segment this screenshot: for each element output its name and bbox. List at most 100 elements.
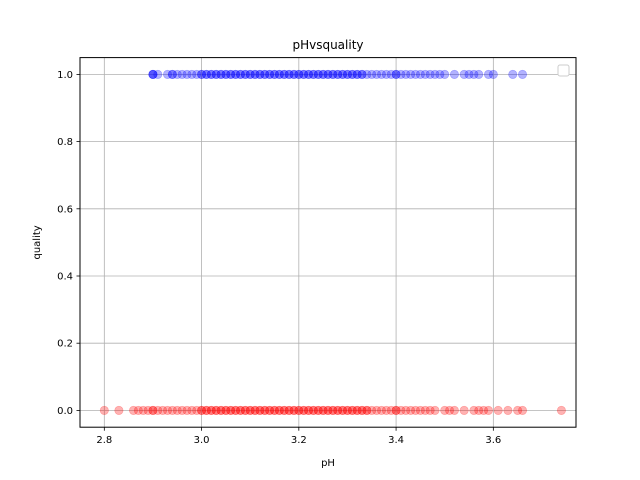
data-point bbox=[367, 69, 377, 79]
data-point bbox=[279, 69, 289, 79]
data-point bbox=[250, 69, 260, 79]
data-point bbox=[294, 69, 304, 79]
data-point bbox=[396, 405, 406, 415]
data-point bbox=[143, 405, 153, 415]
data-point bbox=[197, 69, 207, 79]
data-point bbox=[342, 405, 352, 415]
data-point bbox=[381, 69, 391, 79]
data-point bbox=[240, 69, 250, 79]
data-point bbox=[148, 405, 158, 415]
data-point bbox=[474, 405, 484, 415]
data-point bbox=[231, 69, 241, 79]
data-point bbox=[211, 69, 221, 79]
data-point bbox=[328, 69, 338, 79]
axis-ticks: 2.8 3.0 3.2 3.4 3.6 0.0 0.2 0.4 0.6 0.8 1.0 bbox=[57, 70, 501, 446]
data-point bbox=[148, 69, 158, 79]
data-point bbox=[221, 69, 231, 79]
data-point bbox=[357, 405, 367, 415]
data-point bbox=[391, 69, 401, 79]
data-point bbox=[304, 69, 314, 79]
data-point bbox=[308, 69, 318, 79]
data-point bbox=[192, 69, 202, 79]
data-point bbox=[338, 405, 348, 415]
data-point bbox=[474, 69, 484, 79]
data-point bbox=[313, 405, 323, 415]
data-point bbox=[231, 405, 241, 415]
x-tick-label: 3.6 bbox=[485, 435, 501, 446]
data-point bbox=[240, 69, 250, 79]
data-point bbox=[488, 69, 498, 79]
data-point bbox=[493, 405, 503, 415]
data-point bbox=[216, 405, 226, 415]
data-point bbox=[333, 405, 343, 415]
data-point bbox=[167, 69, 177, 79]
data-point bbox=[313, 405, 323, 415]
data-point bbox=[376, 405, 386, 415]
data-point bbox=[445, 405, 455, 415]
data-point bbox=[362, 405, 372, 415]
data-point bbox=[284, 405, 294, 415]
data-point bbox=[396, 69, 406, 79]
data-point bbox=[279, 69, 289, 79]
data-point bbox=[362, 405, 372, 415]
data-point bbox=[250, 405, 260, 415]
data-point bbox=[187, 405, 197, 415]
data-point bbox=[289, 69, 299, 79]
data-point bbox=[192, 405, 202, 415]
data-points bbox=[99, 69, 566, 415]
data-point bbox=[163, 69, 173, 79]
data-point bbox=[274, 69, 284, 79]
data-point bbox=[338, 69, 348, 79]
data-point bbox=[265, 405, 275, 415]
data-point bbox=[284, 69, 294, 79]
data-point bbox=[362, 69, 372, 79]
data-point bbox=[440, 405, 450, 415]
data-point bbox=[197, 405, 207, 415]
data-point bbox=[255, 405, 265, 415]
data-point bbox=[177, 69, 187, 79]
data-point bbox=[386, 69, 396, 79]
data-point bbox=[240, 405, 250, 415]
data-point bbox=[308, 405, 318, 415]
data-point bbox=[386, 405, 396, 415]
data-point bbox=[508, 69, 518, 79]
data-point bbox=[401, 69, 411, 79]
data-point bbox=[556, 405, 566, 415]
data-point bbox=[294, 69, 304, 79]
data-point bbox=[158, 405, 168, 415]
data-point bbox=[483, 405, 493, 415]
data-point bbox=[318, 69, 328, 79]
data-point bbox=[279, 405, 289, 415]
data-point bbox=[148, 69, 158, 79]
data-point bbox=[313, 69, 323, 79]
data-point bbox=[201, 405, 211, 415]
data-point bbox=[206, 69, 216, 79]
data-point bbox=[304, 405, 314, 415]
data-point bbox=[352, 69, 362, 79]
data-point bbox=[518, 69, 528, 79]
y-tick-label: 0.2 bbox=[57, 339, 73, 350]
data-point bbox=[308, 405, 318, 415]
data-point bbox=[216, 69, 226, 79]
data-point bbox=[153, 69, 163, 79]
data-point bbox=[328, 69, 338, 79]
data-point bbox=[449, 69, 459, 79]
chart-title: pHvsquality bbox=[292, 38, 363, 52]
data-point bbox=[318, 405, 328, 415]
data-point bbox=[323, 69, 333, 79]
data-point bbox=[430, 405, 440, 415]
data-point bbox=[153, 405, 163, 415]
y-tick-label: 0.8 bbox=[57, 137, 73, 148]
data-point bbox=[435, 69, 445, 79]
x-axis-label: pH bbox=[321, 458, 335, 469]
data-point bbox=[328, 405, 338, 415]
data-point bbox=[342, 69, 352, 79]
data-point bbox=[323, 405, 333, 415]
data-point bbox=[318, 405, 328, 415]
data-point bbox=[245, 69, 255, 79]
data-point bbox=[216, 405, 226, 415]
data-point bbox=[255, 69, 265, 79]
data-point bbox=[197, 69, 207, 79]
data-point bbox=[323, 69, 333, 79]
